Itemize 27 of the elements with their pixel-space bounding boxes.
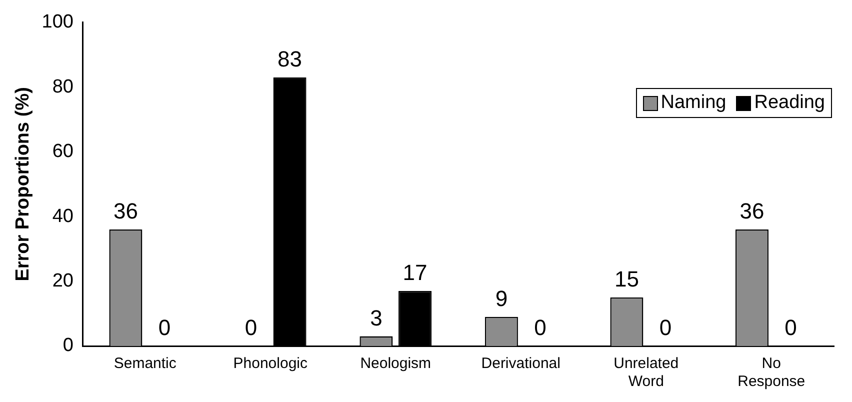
data-label: 17 <box>402 260 428 286</box>
data-label: 0 <box>534 315 546 340</box>
legend-label: Reading <box>754 92 825 114</box>
x-tick-label: Derivational <box>481 355 560 372</box>
x-tick-label: No Response <box>738 355 806 390</box>
data-label: 36 <box>740 198 764 224</box>
y-tick-label: 0 <box>62 335 74 356</box>
legend-label: Naming <box>660 92 726 114</box>
data-label: 3 <box>370 305 382 330</box>
x-tick-label: Semantic <box>114 355 177 372</box>
data-label: 83 <box>278 46 302 72</box>
data-label: 0 <box>784 315 797 340</box>
data-label: 36 <box>113 198 138 224</box>
x-tick-label: Neologism <box>360 355 432 372</box>
data-label: 15 <box>614 266 639 292</box>
y-tick-label: 60 <box>52 141 74 162</box>
y-tick-label: 20 <box>52 270 74 292</box>
data-label: 0 <box>244 315 258 340</box>
y-axis-title: Error Proportions (%) <box>12 87 34 282</box>
x-tick-label: Phonologic <box>233 355 308 372</box>
y-tick-label: 80 <box>52 76 74 98</box>
data-label: 0 <box>158 315 171 340</box>
data-label: 9 <box>495 286 508 311</box>
y-tick-label: 40 <box>52 206 74 227</box>
y-tick-label: 100 <box>42 12 74 33</box>
data-label: 0 <box>659 315 672 340</box>
x-tick-label: Unrelated Word <box>614 355 679 390</box>
